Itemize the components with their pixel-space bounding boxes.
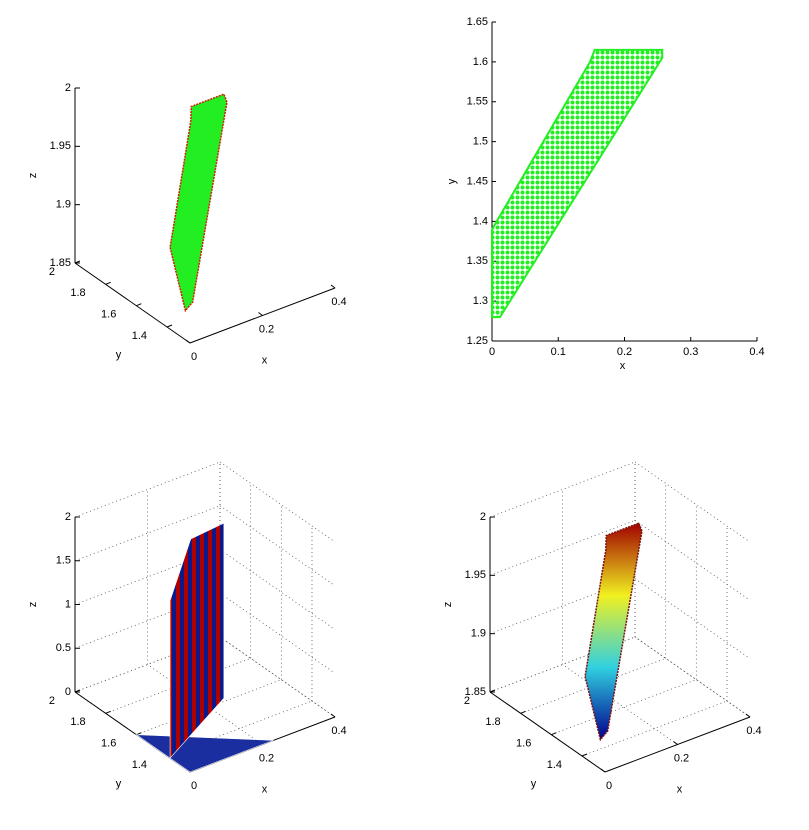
grid-line <box>219 549 336 630</box>
grid-line <box>634 461 751 543</box>
y-axis-label: y <box>531 778 537 790</box>
grid-line <box>634 636 751 718</box>
z-tick-label: 1.9 <box>471 628 486 640</box>
x-tick-label: 0.2 <box>259 323 274 335</box>
z-tick-label: 1.95 <box>465 569 486 581</box>
y-axis-label: y <box>446 178 458 184</box>
tick-mark <box>581 753 588 757</box>
x-tick-label: 0 <box>606 780 612 792</box>
grid-line <box>219 461 336 543</box>
grid-line <box>634 520 751 601</box>
x-tick-label: 0.2 <box>674 752 689 764</box>
tick-mark <box>185 339 191 344</box>
x-tick-label: 0 <box>489 346 495 358</box>
z-axis-label: z <box>27 173 39 179</box>
tick-mark <box>136 732 142 736</box>
y-tick-label: 1.8 <box>485 716 500 728</box>
y-tick-label: 1.6 <box>101 738 116 750</box>
surface <box>169 93 228 313</box>
tick-mark <box>551 732 557 736</box>
z-tick-label: 1.5 <box>56 555 71 567</box>
y-tick-label: 1.5 <box>473 136 488 148</box>
z-axis-label: z <box>27 602 39 608</box>
x-axis-label: x <box>677 783 683 795</box>
grid-line <box>219 592 336 674</box>
tick-mark <box>600 768 606 773</box>
surface <box>135 734 274 773</box>
surface <box>169 522 225 759</box>
z-tick-label: 2 <box>480 511 486 523</box>
y-tick-label: 1.4 <box>547 759 562 771</box>
x-tick-label: 0.4 <box>331 725 346 737</box>
z-tick-label: 1 <box>65 598 71 610</box>
grid-line <box>551 679 697 736</box>
x-tick-label: 0.4 <box>746 725 761 737</box>
z-tick-label: 1.85 <box>465 686 486 698</box>
grid-line <box>219 636 336 718</box>
x-tick-label: 0.4 <box>331 296 346 308</box>
z-tick-label: 1.85 <box>50 257 71 269</box>
tick-mark <box>520 710 526 714</box>
y-tick-label: 1.65 <box>467 16 488 28</box>
tick-mark <box>330 284 336 289</box>
x-tick-label: 0.3 <box>683 346 698 358</box>
tick-mark <box>105 281 111 285</box>
grid-line <box>634 578 751 659</box>
z-tick-label: 2 <box>65 511 71 523</box>
y-tick-label: 1.4 <box>132 759 147 771</box>
grid-line <box>562 664 678 745</box>
z-tick-label: 1.9 <box>56 199 71 211</box>
x-axis-label: x <box>620 360 626 372</box>
y-tick-label: 1.4 <box>132 330 147 342</box>
z-tick-label: 0.5 <box>56 642 71 654</box>
y-tick-label: 1.6 <box>101 309 116 321</box>
grid-line <box>219 505 336 587</box>
tick-mark <box>166 324 173 328</box>
tick-mark <box>745 713 751 718</box>
x-tick-label: 0 <box>191 780 197 792</box>
y-tick-label: 2 <box>49 695 55 707</box>
z-tick-label: 2 <box>65 82 71 94</box>
y-axis <box>74 262 191 344</box>
y-tick-label: 1.8 <box>70 287 85 299</box>
x-axis-label: x <box>262 783 268 795</box>
surface <box>584 522 643 742</box>
tick-mark <box>330 713 336 718</box>
z-tick-label: 1.95 <box>50 140 71 152</box>
tick-mark <box>136 303 142 307</box>
y-tick-label: 1.3 <box>473 295 488 307</box>
x-axis-label: x <box>262 354 268 366</box>
y-tick-label: 1.6 <box>473 56 488 68</box>
z-axis-label: z <box>442 602 454 608</box>
y-tick-label: 2 <box>464 695 470 707</box>
y-tick-label: 2 <box>49 266 55 278</box>
y-axis-label: y <box>116 349 122 361</box>
y-axis-label: y <box>116 778 122 790</box>
y-tick-label: 1.55 <box>467 96 488 108</box>
y-tick-label: 1.8 <box>70 716 85 728</box>
grid-line <box>219 636 336 718</box>
x-tick-label: 0.4 <box>749 346 764 358</box>
y-tick-label: 1.25 <box>467 335 488 347</box>
x-tick-label: 0 <box>191 351 197 363</box>
x-tick-label: 0.2 <box>259 752 274 764</box>
y-axis <box>489 691 606 773</box>
scatter-points <box>491 48 664 319</box>
x-tick-label: 0.2 <box>617 346 632 358</box>
grid-line <box>634 636 751 718</box>
tick-mark <box>105 710 111 714</box>
tick-mark <box>673 741 678 745</box>
z-tick-label: 0 <box>65 686 71 698</box>
y-tick-label: 1.6 <box>516 738 531 750</box>
y-tick-label: 1.45 <box>467 175 488 187</box>
grid-line <box>147 664 263 745</box>
x-tick-label: 0.1 <box>551 346 566 358</box>
y-tick-label: 1.35 <box>467 255 488 267</box>
tick-mark <box>258 312 263 316</box>
y-tick-label: 1.4 <box>473 215 488 227</box>
